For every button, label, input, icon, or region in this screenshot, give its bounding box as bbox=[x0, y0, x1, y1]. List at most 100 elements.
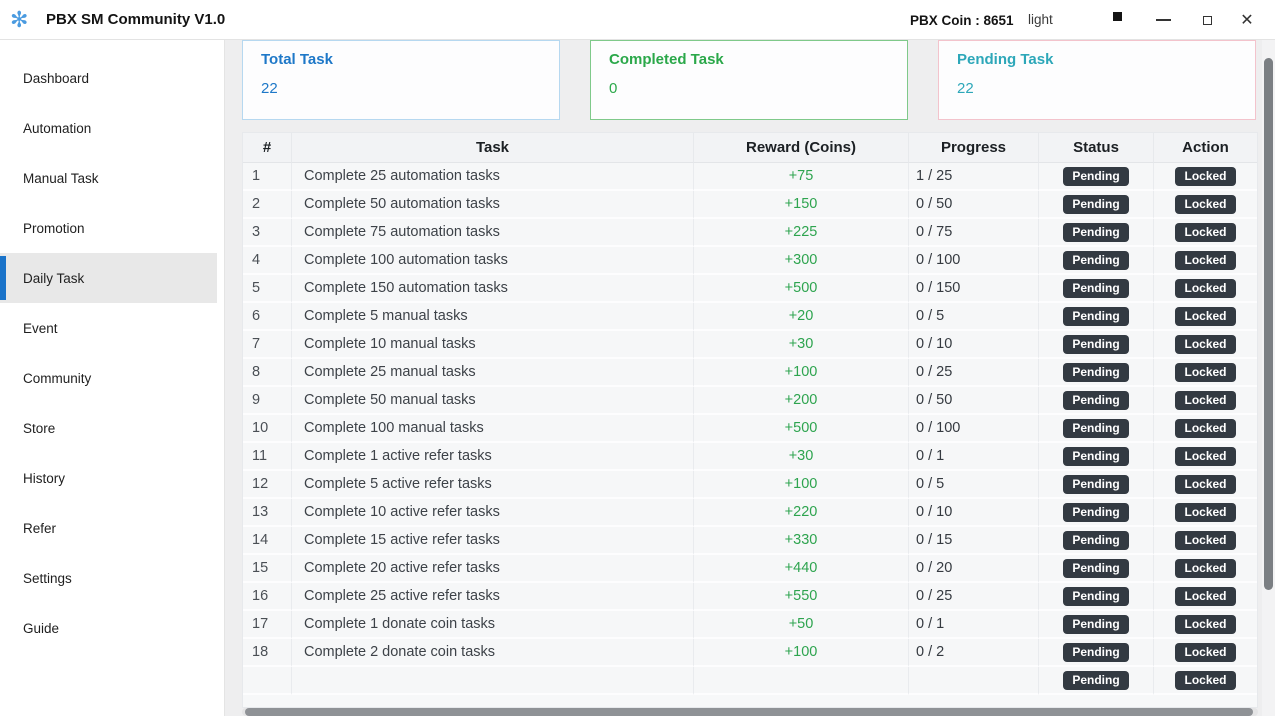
action-locked-button[interactable]: Locked bbox=[1175, 306, 1236, 326]
table-row: 15 Complete 20 active refer tasks +440 0… bbox=[243, 555, 1257, 583]
action-locked-button[interactable]: Locked bbox=[1175, 418, 1236, 438]
sidebar-nav: Dashboard Automation Manual Task Promoti… bbox=[0, 40, 225, 716]
table-row: 5 Complete 150 automation tasks +500 0 /… bbox=[243, 275, 1257, 303]
action-locked-button[interactable]: Locked bbox=[1175, 530, 1236, 550]
task-number: 2 bbox=[243, 191, 292, 219]
task-number: 6 bbox=[243, 303, 292, 331]
stat-card-title: Pending Task bbox=[957, 51, 1054, 68]
action-locked-button[interactable]: Locked bbox=[1175, 670, 1236, 690]
col-header-num: # bbox=[243, 133, 292, 163]
minimize-icon bbox=[1155, 19, 1171, 21]
task-name: Complete 100 manual tasks bbox=[292, 415, 694, 443]
task-reward: +220 bbox=[694, 499, 909, 527]
sidebar-item-community[interactable]: Community bbox=[0, 353, 217, 403]
status-badge: Pending bbox=[1063, 474, 1129, 494]
table-header-row: # Task Reward (Coins) Progress Status Ac… bbox=[243, 133, 1257, 163]
task-number: 11 bbox=[243, 443, 292, 471]
col-header-progress: Progress bbox=[909, 133, 1039, 163]
status-badge: Pending bbox=[1063, 670, 1129, 690]
sidebar-item-label: Automation bbox=[23, 120, 92, 136]
action-locked-button[interactable]: Locked bbox=[1175, 362, 1236, 382]
table-row: 1 Complete 25 automation tasks +75 1 / 2… bbox=[243, 163, 1257, 191]
app-logo-snowflake-icon: ✻ bbox=[10, 7, 29, 32]
sidebar-item-guide[interactable]: Guide bbox=[0, 603, 217, 653]
stat-card-title: Total Task bbox=[261, 51, 333, 68]
action-locked-button[interactable]: Locked bbox=[1175, 222, 1236, 242]
sidebar-item-label: Dashboard bbox=[23, 70, 90, 86]
sidebar-item-dashboard[interactable]: Dashboard bbox=[0, 53, 217, 103]
status-badge: Pending bbox=[1063, 530, 1129, 550]
action-locked-button[interactable]: Locked bbox=[1175, 502, 1236, 522]
sidebar-item-settings[interactable]: Settings bbox=[0, 553, 217, 603]
task-reward: +500 bbox=[694, 275, 909, 303]
sidebar-item-refer[interactable]: Refer bbox=[0, 503, 217, 553]
task-progress: 0 / 5 bbox=[909, 471, 1039, 499]
task-reward: +100 bbox=[694, 639, 909, 667]
action-locked-button[interactable]: Locked bbox=[1175, 250, 1236, 270]
action-locked-button[interactable]: Locked bbox=[1175, 614, 1236, 634]
status-badge: Pending bbox=[1063, 390, 1129, 410]
status-badge: Pending bbox=[1063, 278, 1129, 298]
status-badge: Pending bbox=[1063, 502, 1129, 522]
horizontal-scrollbar-thumb[interactable] bbox=[245, 708, 1253, 716]
sidebar-item-label: Store bbox=[23, 420, 56, 436]
sidebar-item-label: Settings bbox=[23, 570, 72, 586]
action-locked-button[interactable]: Locked bbox=[1175, 586, 1236, 606]
action-locked-button[interactable]: Locked bbox=[1175, 474, 1236, 494]
vertical-scrollbar-thumb[interactable] bbox=[1264, 58, 1273, 590]
status-badge: Pending bbox=[1063, 194, 1129, 214]
action-locked-button[interactable]: Locked bbox=[1175, 390, 1236, 410]
task-progress: 0 / 100 bbox=[909, 247, 1039, 275]
task-name: Complete 15 active refer tasks bbox=[292, 527, 694, 555]
sidebar-item-store[interactable]: Store bbox=[0, 403, 217, 453]
action-locked-button[interactable]: Locked bbox=[1175, 194, 1236, 214]
vertical-scrollbar-track[interactable] bbox=[1262, 40, 1275, 716]
task-reward bbox=[694, 667, 909, 695]
task-reward: +100 bbox=[694, 359, 909, 387]
task-progress: 1 / 25 bbox=[909, 163, 1039, 191]
task-progress: 0 / 5 bbox=[909, 303, 1039, 331]
sidebar-item-label: Promotion bbox=[23, 220, 85, 236]
action-locked-button[interactable]: Locked bbox=[1175, 278, 1236, 298]
sidebar-item-label: Refer bbox=[23, 520, 57, 536]
sidebar-item-event[interactable]: Event bbox=[0, 303, 217, 353]
action-locked-button[interactable]: Locked bbox=[1175, 446, 1236, 466]
theme-color-swatch bbox=[1113, 12, 1122, 21]
task-reward: +150 bbox=[694, 191, 909, 219]
task-number: 18 bbox=[243, 639, 292, 667]
sidebar-item-manual-task[interactable]: Manual Task bbox=[0, 153, 217, 203]
table-row: 8 Complete 25 manual tasks +100 0 / 25 P… bbox=[243, 359, 1257, 387]
task-name: Complete 75 automation tasks bbox=[292, 219, 694, 247]
sidebar-item-history[interactable]: History bbox=[0, 453, 217, 503]
horizontal-scrollbar-track[interactable] bbox=[242, 708, 1258, 716]
task-number: 5 bbox=[243, 275, 292, 303]
main-content: Total Task 22 Completed Task 0 Pending T… bbox=[225, 40, 1262, 716]
action-locked-button[interactable]: Locked bbox=[1175, 166, 1236, 186]
task-progress: 0 / 75 bbox=[909, 219, 1039, 247]
task-name: Complete 25 manual tasks bbox=[292, 359, 694, 387]
theme-selector[interactable]: light bbox=[1028, 12, 1053, 27]
task-reward: +330 bbox=[694, 527, 909, 555]
table-row: 13 Complete 10 active refer tasks +220 0… bbox=[243, 499, 1257, 527]
task-number: 12 bbox=[243, 471, 292, 499]
task-progress: 0 / 150 bbox=[909, 275, 1039, 303]
task-reward: +200 bbox=[694, 387, 909, 415]
status-badge: Pending bbox=[1063, 418, 1129, 438]
task-progress: 0 / 10 bbox=[909, 499, 1039, 527]
minimize-button[interactable] bbox=[1148, 6, 1178, 34]
table-row: 11 Complete 1 active refer tasks +30 0 /… bbox=[243, 443, 1257, 471]
task-progress: 0 / 2 bbox=[909, 639, 1039, 667]
table-row: 12 Complete 5 active refer tasks +100 0 … bbox=[243, 471, 1257, 499]
action-locked-button[interactable]: Locked bbox=[1175, 642, 1236, 662]
col-header-status: Status bbox=[1039, 133, 1154, 163]
sidebar-item-automation[interactable]: Automation bbox=[0, 103, 217, 153]
sidebar-item-promotion[interactable]: Promotion bbox=[0, 203, 217, 253]
close-button[interactable]: ✕ bbox=[1240, 12, 1254, 29]
sidebar-item-daily-task[interactable]: Daily Task bbox=[0, 253, 217, 303]
active-indicator-bar bbox=[0, 256, 6, 300]
col-header-task: Task bbox=[292, 133, 694, 163]
sidebar-item-label: Community bbox=[23, 370, 92, 386]
action-locked-button[interactable]: Locked bbox=[1175, 558, 1236, 578]
maximize-button[interactable] bbox=[1192, 6, 1222, 34]
action-locked-button[interactable]: Locked bbox=[1175, 334, 1236, 354]
